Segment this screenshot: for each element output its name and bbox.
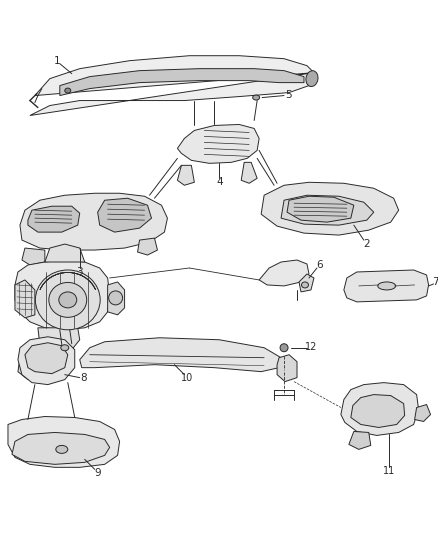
Polygon shape <box>351 394 405 427</box>
Text: 10: 10 <box>181 373 194 383</box>
Ellipse shape <box>280 344 288 352</box>
Polygon shape <box>15 260 110 330</box>
Polygon shape <box>108 282 124 315</box>
Polygon shape <box>415 405 431 422</box>
Ellipse shape <box>59 292 77 308</box>
Polygon shape <box>177 165 194 185</box>
Polygon shape <box>344 270 428 302</box>
Text: 5: 5 <box>285 90 291 100</box>
Polygon shape <box>12 432 110 464</box>
Polygon shape <box>277 354 297 382</box>
Polygon shape <box>80 338 281 372</box>
Text: 7: 7 <box>432 277 438 287</box>
Text: 4: 4 <box>216 177 223 187</box>
Polygon shape <box>30 56 314 116</box>
Text: 8: 8 <box>81 373 87 383</box>
Text: 1: 1 <box>53 55 60 66</box>
Polygon shape <box>8 416 120 467</box>
Polygon shape <box>60 69 304 95</box>
Polygon shape <box>45 244 85 262</box>
Ellipse shape <box>35 270 100 330</box>
Ellipse shape <box>61 345 69 351</box>
Polygon shape <box>25 343 68 374</box>
Text: 9: 9 <box>94 469 101 478</box>
Polygon shape <box>259 260 309 286</box>
Ellipse shape <box>301 282 308 288</box>
Ellipse shape <box>306 71 318 86</box>
Polygon shape <box>28 206 80 232</box>
Ellipse shape <box>49 282 87 317</box>
Polygon shape <box>22 248 45 265</box>
Ellipse shape <box>109 291 123 305</box>
Ellipse shape <box>56 446 68 454</box>
Polygon shape <box>177 125 259 163</box>
Text: 11: 11 <box>382 466 395 477</box>
Text: 12: 12 <box>305 342 317 352</box>
Polygon shape <box>349 431 371 449</box>
Polygon shape <box>299 274 314 292</box>
Polygon shape <box>18 337 75 385</box>
Polygon shape <box>15 280 35 318</box>
Polygon shape <box>287 196 354 222</box>
Polygon shape <box>341 383 419 435</box>
Text: 2: 2 <box>364 239 370 249</box>
Ellipse shape <box>378 282 396 290</box>
Polygon shape <box>138 238 158 255</box>
Polygon shape <box>98 198 152 232</box>
Ellipse shape <box>253 95 260 100</box>
Text: 3: 3 <box>76 267 83 277</box>
Polygon shape <box>241 163 257 183</box>
Polygon shape <box>18 345 55 379</box>
Text: 6: 6 <box>317 260 323 270</box>
Polygon shape <box>281 195 374 225</box>
Ellipse shape <box>65 88 71 93</box>
Polygon shape <box>38 328 80 352</box>
Polygon shape <box>20 193 167 250</box>
Polygon shape <box>261 182 399 235</box>
